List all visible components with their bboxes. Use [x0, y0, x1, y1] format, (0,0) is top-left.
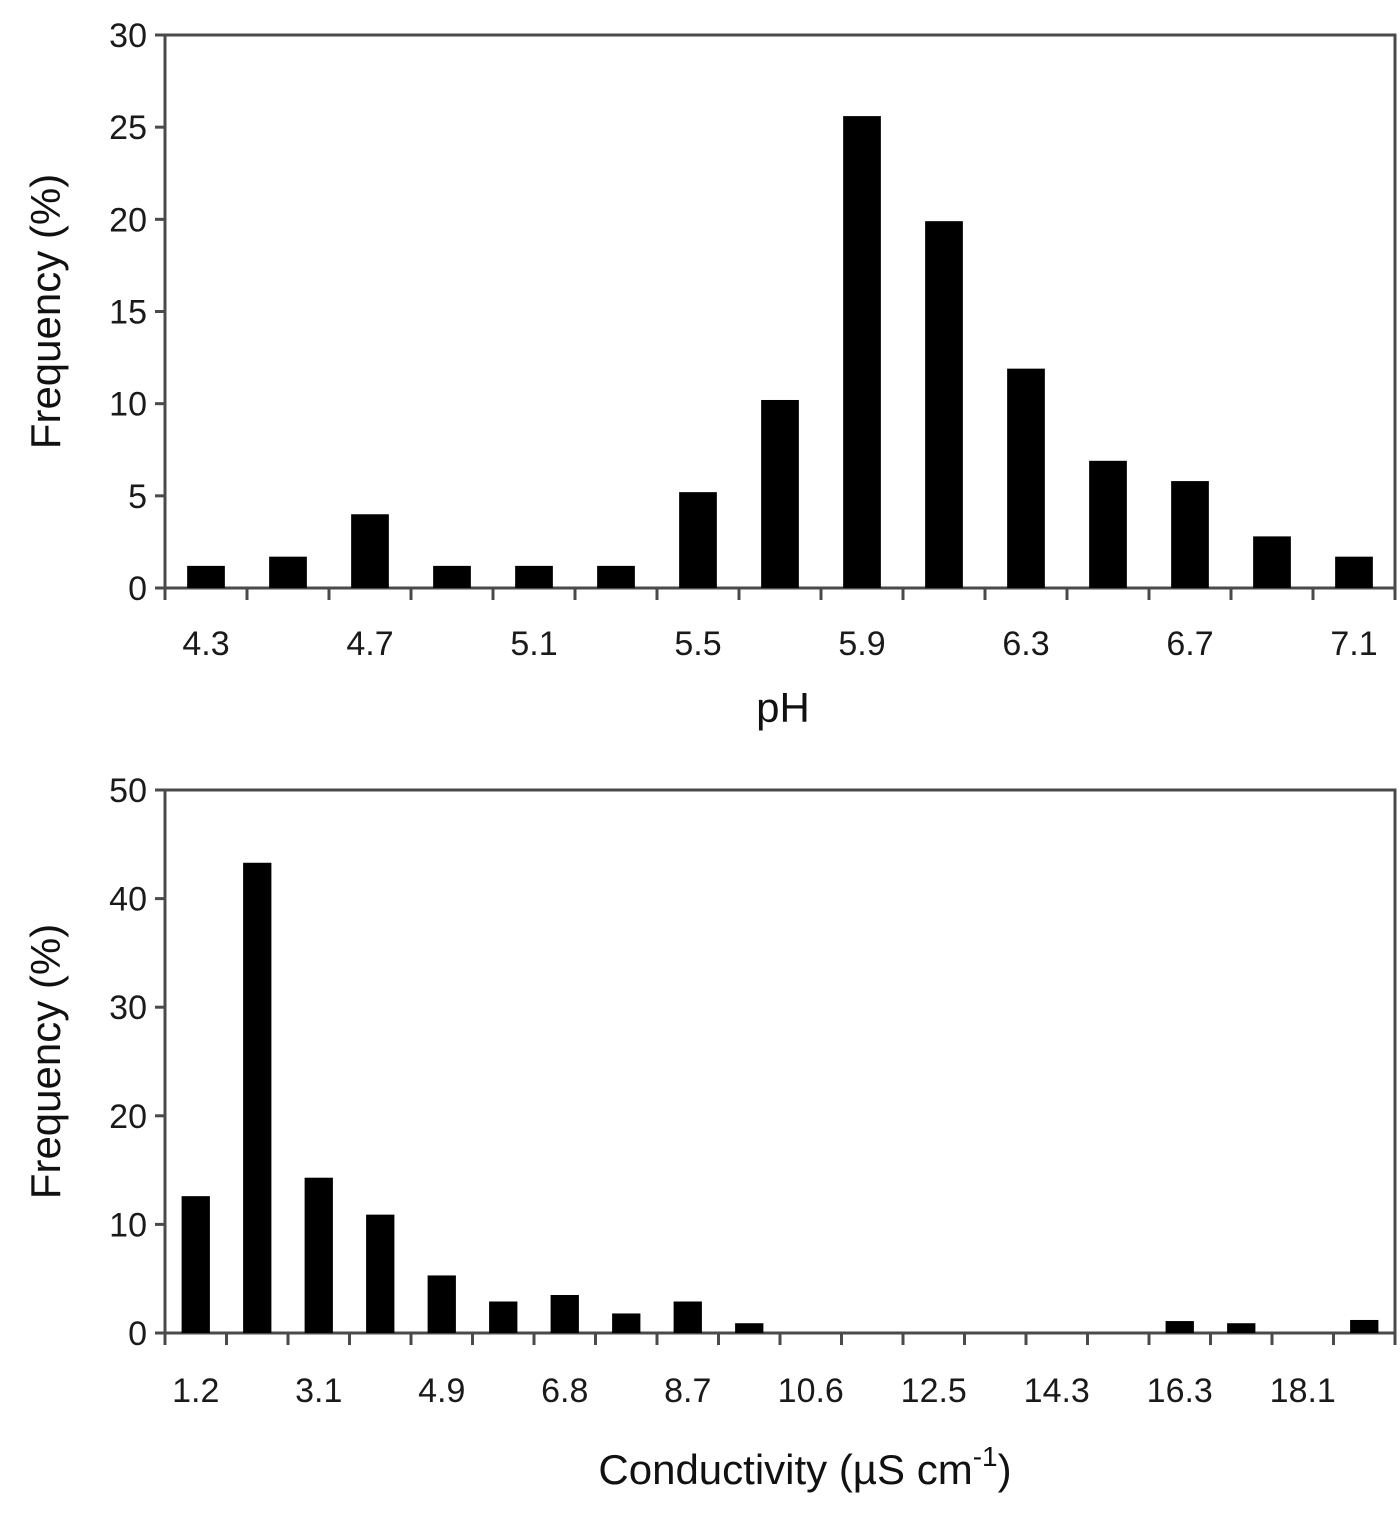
y-tick-label: 10	[109, 386, 147, 424]
x-axis-title-main: pH	[756, 684, 810, 731]
y-tick-label: 5	[128, 478, 147, 516]
bar-5.9	[843, 116, 881, 589]
plot-frame	[163, 788, 1397, 1335]
bar-4.9	[427, 1275, 456, 1333]
x-tick-label: 5.1	[510, 625, 557, 663]
x-tick-label: 12.5	[901, 1372, 967, 1410]
y-tick-label: 30	[109, 17, 147, 55]
x-tick-label: 5.5	[674, 625, 721, 663]
bar-6.5	[1089, 460, 1127, 588]
bar-5.7	[761, 399, 799, 588]
bar-4.7	[351, 514, 389, 588]
x-tick-label: 18.1	[1270, 1372, 1336, 1410]
bar-4.9	[433, 565, 471, 588]
y-axis-title: Frequency (%)	[22, 174, 69, 449]
x-tick-label: 14.3	[1024, 1372, 1090, 1410]
x-axis-title: pH	[756, 684, 810, 731]
y-tick-label: 0	[128, 570, 147, 608]
bar-6.3	[1007, 368, 1045, 588]
y-tick-label: 10	[109, 1206, 147, 1244]
ph-histogram: 0 5 10 15 20 25 30 4.3 4.7 5.1 5.5 5.9 6.3 6.7 7.1 pH Fr…	[22, 17, 1397, 731]
x-axis-title-tail: )	[998, 1446, 1012, 1493]
y-axis-title: Frequency (%)	[22, 924, 69, 1199]
y-tick-label: 20	[109, 201, 147, 239]
x-tick-label: 7.1	[1330, 625, 1377, 663]
y-tick-label: 0	[128, 1315, 147, 1353]
bar-1.2	[181, 1196, 210, 1333]
bar-3.1	[304, 1177, 333, 1333]
x-axis-title-superscript: -1	[973, 1441, 998, 1472]
bar-2.2	[243, 862, 272, 1333]
bar-4.5	[269, 556, 307, 588]
x-tick-label: 3.1	[295, 1372, 342, 1410]
x-axis-title: Conductivity (µS cm-1)	[598, 1441, 1011, 1493]
y-tick-label: 15	[109, 294, 147, 332]
x-tick-label: 4.9	[418, 1372, 465, 1410]
x-tick-label: 10.6	[778, 1372, 844, 1410]
x-tick-label: 4.3	[182, 625, 229, 663]
y-tick-label: 30	[109, 989, 147, 1027]
bar-7.7	[612, 1313, 641, 1333]
x-tick-label: 1.2	[172, 1372, 219, 1410]
bar-5.8	[489, 1301, 518, 1333]
bar-5.1	[515, 565, 553, 588]
bar-4.0	[366, 1214, 395, 1333]
x-tick-label: 16.3	[1147, 1372, 1213, 1410]
bar-6.9	[1253, 536, 1291, 588]
x-tick-label: 6.7	[1166, 625, 1213, 663]
bar-7.1	[1335, 556, 1373, 588]
bar-5.5	[679, 492, 717, 588]
x-tick-label: 8.7	[664, 1372, 711, 1410]
bar-6.1	[925, 221, 963, 588]
bar-17.2	[1227, 1323, 1256, 1333]
bar-16.3	[1165, 1321, 1194, 1333]
bar-8.7	[673, 1301, 702, 1333]
x-tick-label: 5.9	[838, 625, 885, 663]
bar-9.6	[735, 1323, 764, 1333]
bar-6.8	[550, 1294, 579, 1333]
conductivity-histogram: 0 10 20 30 40 50 1.2 3.1 4.9 6.8 8.7 10.6 12.5 14.3 16…	[22, 772, 1397, 1493]
y-tick-label: 40	[109, 881, 147, 919]
bar-4.3	[187, 565, 225, 588]
x-tick-label: 6.3	[1002, 625, 1049, 663]
y-tick-label: 20	[109, 1098, 147, 1136]
x-tick-label: 4.7	[346, 625, 393, 663]
y-tick-label: 50	[109, 772, 147, 810]
bar-5.3	[597, 565, 635, 588]
y-tick-label: 25	[109, 109, 147, 147]
x-axis-title-main: Conductivity (µS cm	[598, 1446, 972, 1493]
bar-6.7	[1171, 481, 1209, 588]
bar-19.1	[1350, 1319, 1379, 1333]
x-tick-label: 6.8	[541, 1372, 588, 1410]
